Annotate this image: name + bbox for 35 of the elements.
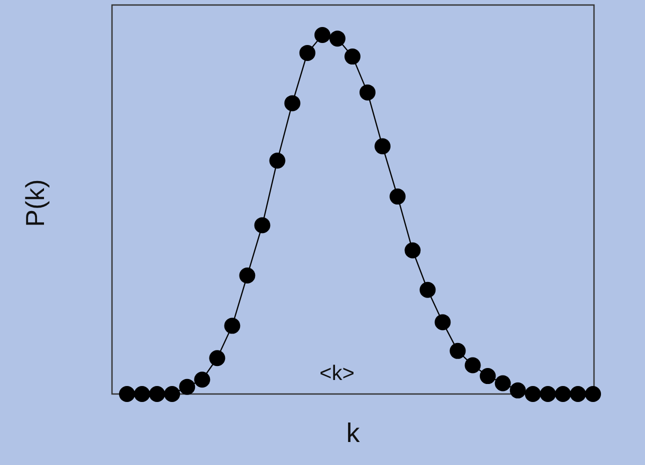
point bbox=[254, 217, 270, 234]
point bbox=[344, 48, 360, 65]
point bbox=[480, 368, 496, 384]
x-axis-title: k bbox=[346, 418, 360, 448]
point bbox=[494, 375, 511, 392]
point bbox=[524, 386, 541, 402]
annotation: <k> bbox=[319, 362, 355, 385]
point bbox=[434, 314, 451, 330]
point bbox=[164, 386, 180, 402]
point bbox=[329, 30, 346, 47]
point bbox=[360, 84, 376, 100]
point bbox=[224, 318, 240, 334]
point bbox=[269, 152, 286, 169]
point bbox=[510, 382, 526, 398]
point bbox=[284, 95, 300, 112]
y-axis-title: P(k) bbox=[20, 179, 50, 227]
point bbox=[179, 378, 196, 395]
point bbox=[585, 386, 601, 402]
point bbox=[570, 386, 586, 402]
point bbox=[390, 188, 406, 205]
point bbox=[119, 386, 135, 402]
point bbox=[194, 372, 210, 388]
point bbox=[149, 386, 166, 402]
point bbox=[464, 357, 481, 374]
point bbox=[554, 386, 571, 402]
point bbox=[450, 342, 466, 359]
point bbox=[314, 27, 330, 43]
point bbox=[134, 386, 150, 402]
point bbox=[239, 268, 256, 284]
point bbox=[420, 282, 436, 298]
point bbox=[374, 138, 391, 154]
point bbox=[404, 242, 421, 258]
point bbox=[299, 44, 316, 61]
point bbox=[209, 350, 226, 366]
point bbox=[540, 386, 556, 402]
